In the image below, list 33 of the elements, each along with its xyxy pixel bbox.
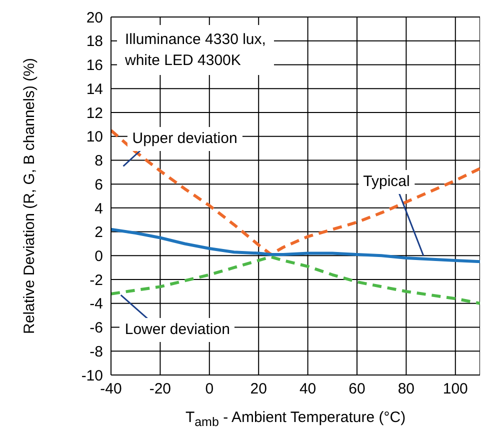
x-tick-label: 40 [299, 380, 316, 398]
x-tick-label: -20 [149, 380, 172, 398]
y-tick-label: 18 [86, 33, 103, 50]
y-tick-label: 20 [86, 9, 103, 26]
y-tick-label: 6 [94, 176, 103, 194]
y-tick-label: -2 [90, 272, 103, 289]
y-tick-label: -8 [90, 343, 103, 360]
line-series [111, 255, 480, 305]
x-tick-label: 60 [348, 380, 366, 398]
y-tick-label: -4 [90, 296, 103, 313]
text: Typical [358, 170, 415, 194]
y-tick-label: 12 [86, 104, 103, 122]
x-tick-label: 80 [398, 380, 415, 398]
y-tick-label: 2 [94, 224, 103, 242]
y-tick-label: 0 [94, 248, 103, 265]
series-label: Upper deviation [127, 126, 242, 151]
y-tick-label: 8 [94, 152, 103, 170]
y-tick-label: -10 [81, 367, 103, 384]
y-tick-label: 10 [86, 128, 103, 146]
y-tick-label: -6 [90, 320, 103, 337]
y-tick-label: 14 [86, 80, 103, 98]
series-label: Lower deviation [120, 318, 235, 342]
x-tick-label: -40 [100, 380, 122, 398]
line-series [111, 228, 480, 264]
y-tick-label: 4 [94, 200, 103, 218]
x-tick-label: 100 [442, 380, 468, 398]
line-series [111, 128, 480, 256]
x-tick-label: 0 [205, 380, 214, 398]
x-tick-label: 20 [250, 380, 267, 398]
x-axis-title: T$_{amb}$ - Ambient Temperature (°C) [184, 409, 407, 429]
annotation: Illuminance 4330 lux, white LED 4300K [117, 25, 274, 75]
y-axis-title: Relative Deviation (R, G, B channels) (%) [21, 58, 38, 334]
y-tick-label: 16 [86, 57, 103, 74]
